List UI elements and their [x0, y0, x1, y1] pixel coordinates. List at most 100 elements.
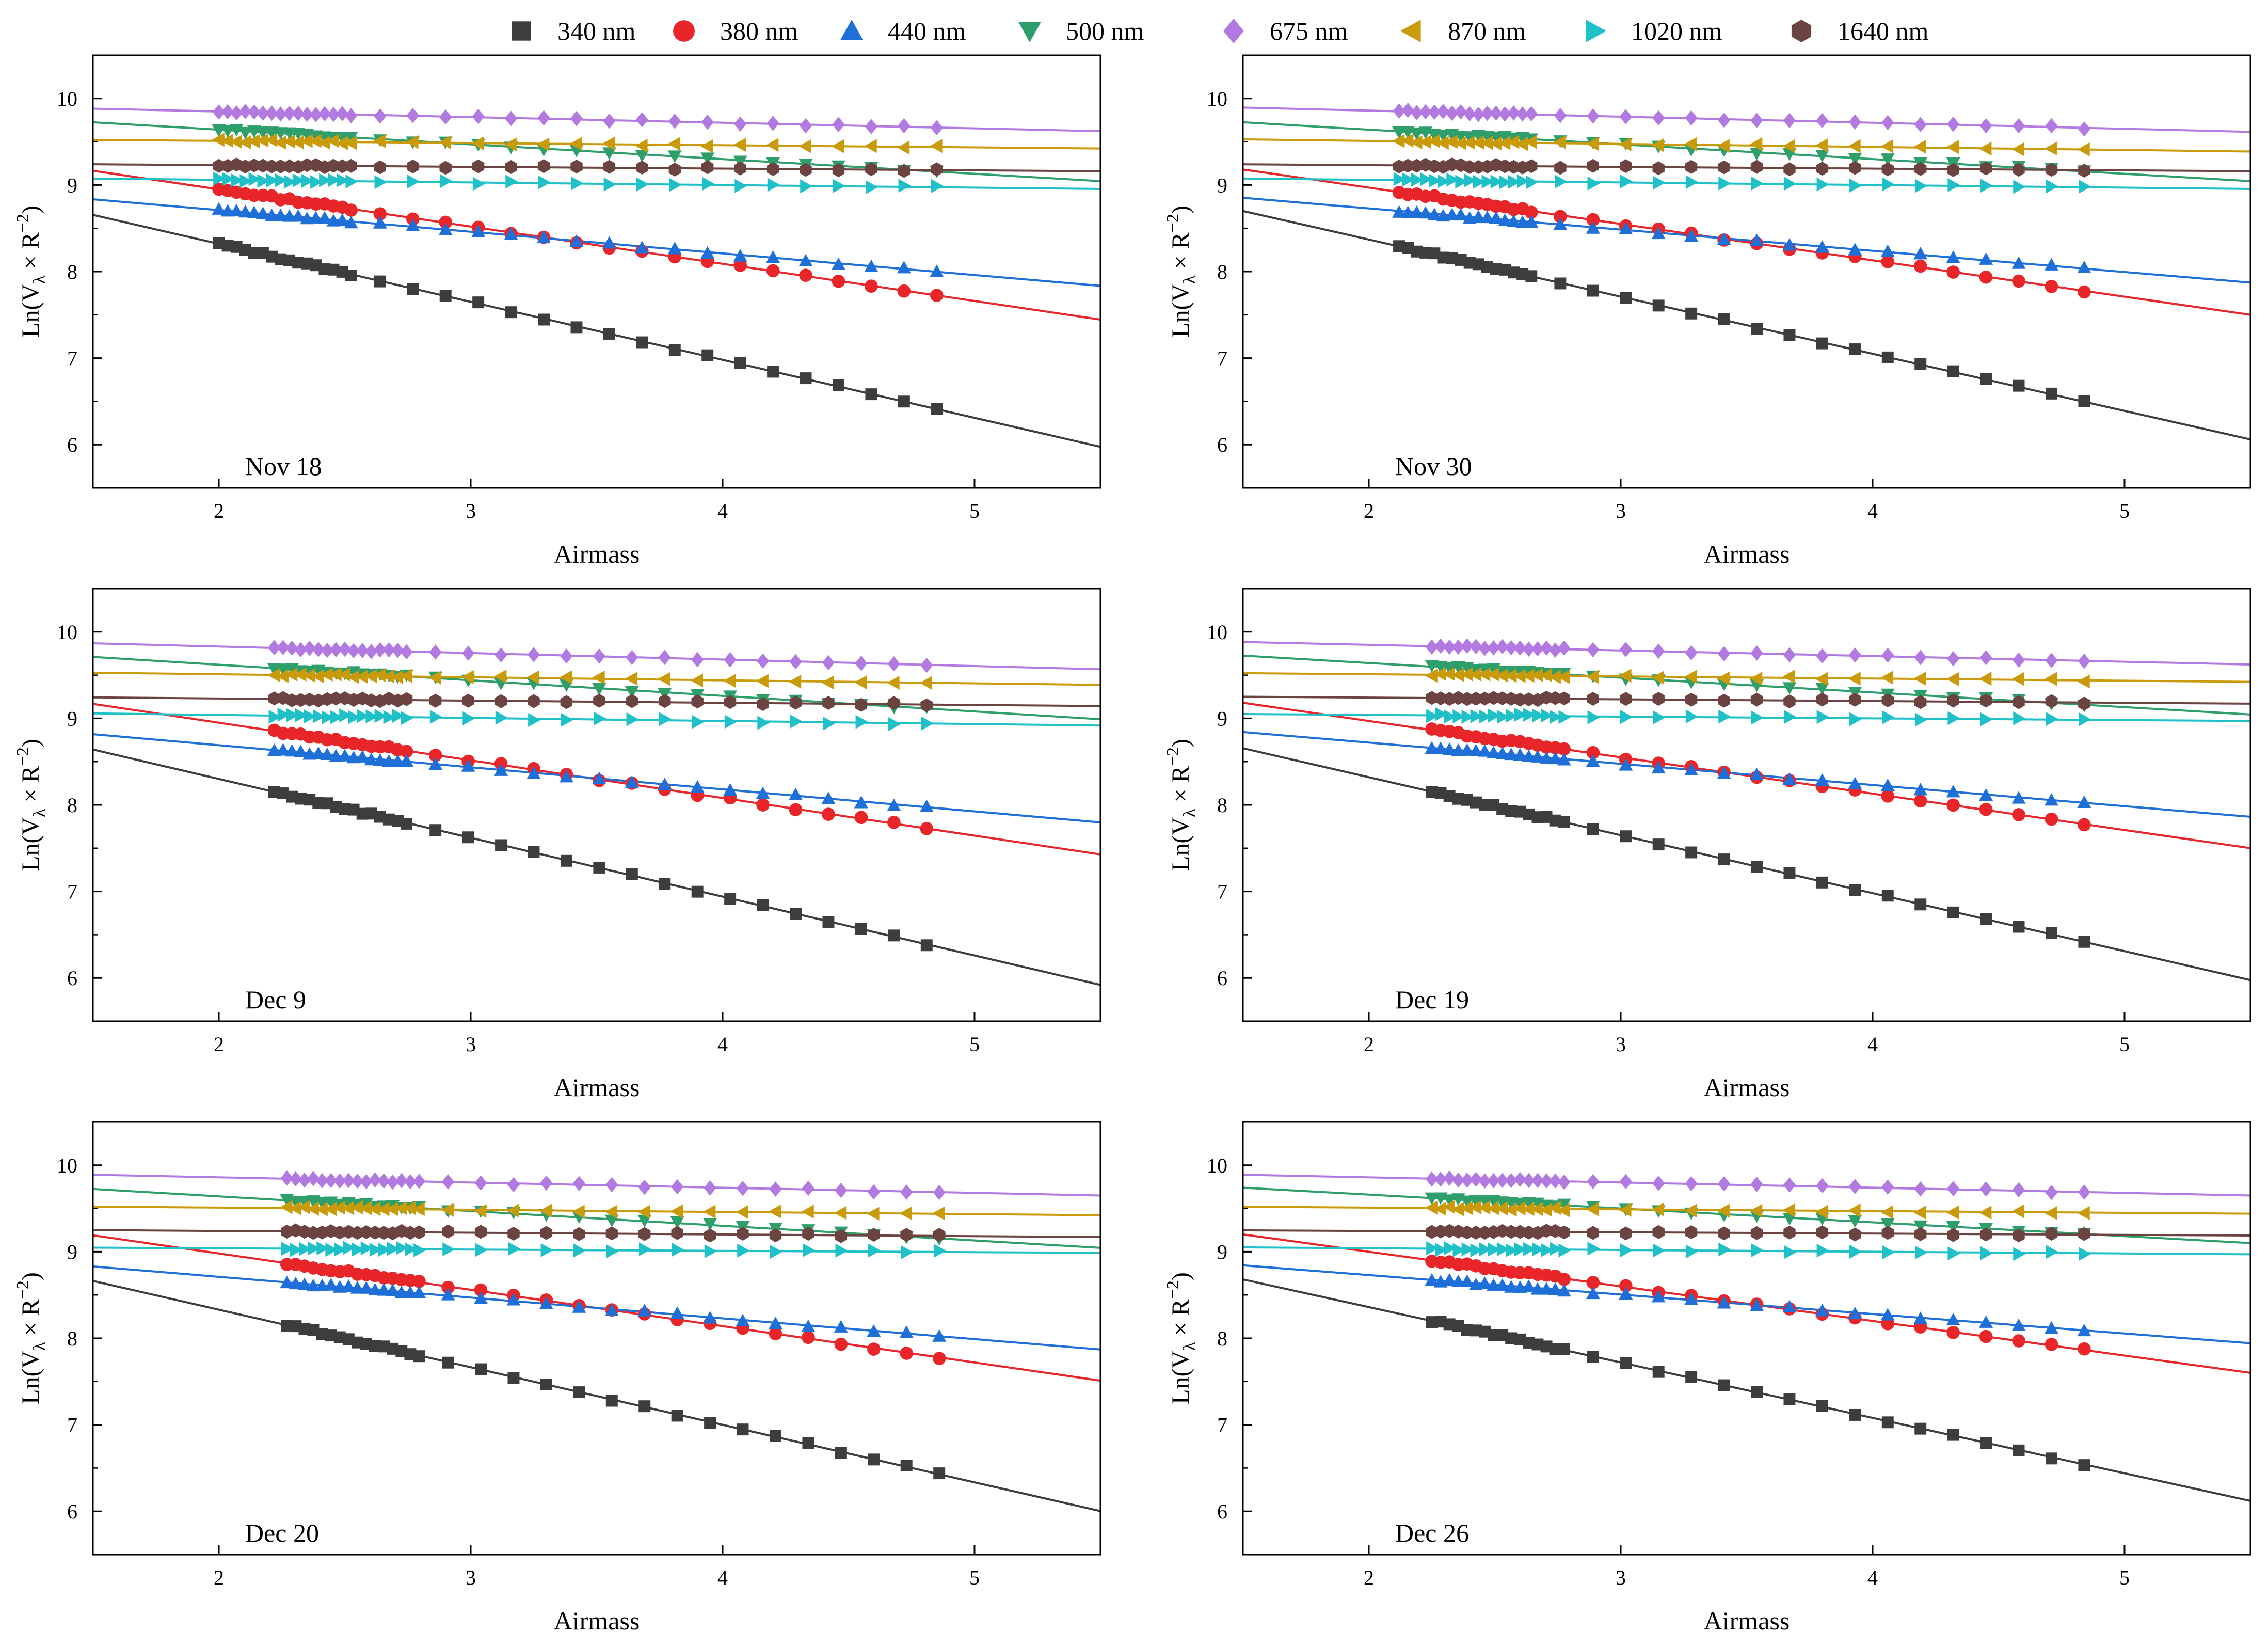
data-point: [329, 749, 343, 762]
data-point: [283, 175, 297, 189]
data-point: [1849, 1227, 1861, 1242]
data-point: [768, 1316, 782, 1329]
data-point: [868, 1243, 881, 1258]
data-point: [1684, 229, 1699, 242]
data-point: [1718, 313, 1730, 325]
data-point: [1426, 709, 1439, 723]
data-point: [2045, 653, 2058, 668]
data-point: [1513, 1197, 1527, 1211]
data-point: [899, 1325, 914, 1338]
data-point: [301, 173, 314, 188]
data-point: [1587, 1174, 1600, 1190]
data-point: [1652, 838, 1665, 851]
data-point: [310, 175, 323, 189]
data-point: [769, 1327, 782, 1340]
y-tick-label: 8: [67, 260, 77, 283]
data-point: [1750, 692, 1763, 707]
data-point: [1848, 777, 1862, 789]
data-point: [1816, 710, 1829, 724]
data-point: [1881, 162, 1894, 177]
y-tick-label: 8: [1217, 794, 1227, 817]
y-tick-label: 7: [1217, 880, 1227, 904]
data-point: [1435, 707, 1448, 721]
data-point: [1444, 1241, 1457, 1256]
data-point: [345, 108, 358, 123]
data-point: [920, 698, 933, 712]
data-point: [1947, 1246, 1960, 1261]
data-point: [1718, 709, 1731, 724]
data-point: [2011, 791, 2026, 804]
data-point: [1980, 1246, 1993, 1260]
data-point: [318, 106, 331, 122]
data-point: [1914, 162, 1927, 176]
data-point: [1461, 1172, 1474, 1188]
data-point: [868, 1453, 880, 1466]
legend-entry: 500 nm: [1018, 17, 1144, 45]
data-point: [626, 712, 639, 726]
data-point: [1557, 753, 1571, 766]
data-point: [1979, 788, 1993, 801]
data-point: [803, 1243, 816, 1257]
data-point: [222, 172, 235, 186]
data-point: [637, 1214, 652, 1228]
data-point: [1496, 1242, 1510, 1256]
data-point: [428, 671, 441, 685]
data-point: [1946, 1221, 1960, 1234]
data-point: [603, 177, 616, 192]
data-point: [392, 709, 405, 723]
data-point: [1418, 205, 1433, 219]
data-point: [733, 138, 746, 152]
data-point: [898, 118, 911, 134]
data-point: [315, 1197, 329, 1210]
data-point: [505, 306, 517, 319]
data-point: [1480, 210, 1494, 224]
data-point: [1848, 671, 1861, 686]
x-tick-label: 3: [466, 1033, 476, 1056]
data-point: [1849, 178, 1862, 193]
legend-label: 340 nm: [557, 17, 636, 45]
data-point: [1472, 106, 1485, 122]
data-point: [292, 173, 306, 187]
data-point: [345, 270, 357, 281]
data-point: [821, 791, 836, 804]
data-point: [1718, 1226, 1730, 1241]
data-point: [1513, 1201, 1526, 1216]
y-tick-label: 9: [1217, 707, 1227, 730]
data-point: [561, 712, 573, 727]
data-point: [1442, 1194, 1457, 1207]
data-point: [1532, 708, 1545, 723]
data-point: [439, 215, 453, 229]
data-point: [1401, 205, 1415, 218]
legend-label: 1020 nm: [1631, 17, 1722, 45]
data-point: [592, 683, 606, 696]
data-point: [439, 109, 452, 125]
data-point: [1557, 1272, 1571, 1286]
data-point: [526, 766, 541, 779]
legend-entry: 1640 nm: [1791, 17, 1929, 45]
legend-label: 1640 nm: [1838, 17, 1929, 45]
data-point: [1947, 1429, 1959, 1441]
data-point: [289, 1201, 301, 1215]
panel-date-label: Dec 19: [1395, 985, 1469, 1014]
y-tick-label: 6: [1217, 1500, 1227, 1523]
data-point: [560, 648, 573, 664]
data-point: [2078, 818, 2091, 832]
fit-lines: [93, 1174, 1100, 1512]
data-point: [704, 1417, 716, 1429]
data-point: [429, 824, 442, 836]
data-point: [337, 173, 349, 187]
data-point: [1783, 329, 1796, 341]
data-point: [537, 137, 550, 152]
data-point: [1541, 708, 1554, 723]
data-point: [1587, 159, 1599, 173]
data-point: [832, 274, 845, 288]
data-point: [1496, 1173, 1509, 1189]
data-point: [1442, 1273, 1457, 1286]
data-point: [1849, 343, 1861, 356]
data-point: [1783, 1393, 1796, 1405]
fit-lines: [93, 107, 1100, 448]
data-point: [330, 710, 343, 724]
data-point: [1849, 712, 1862, 726]
data-point: [462, 693, 474, 708]
data-point: [306, 1201, 319, 1216]
